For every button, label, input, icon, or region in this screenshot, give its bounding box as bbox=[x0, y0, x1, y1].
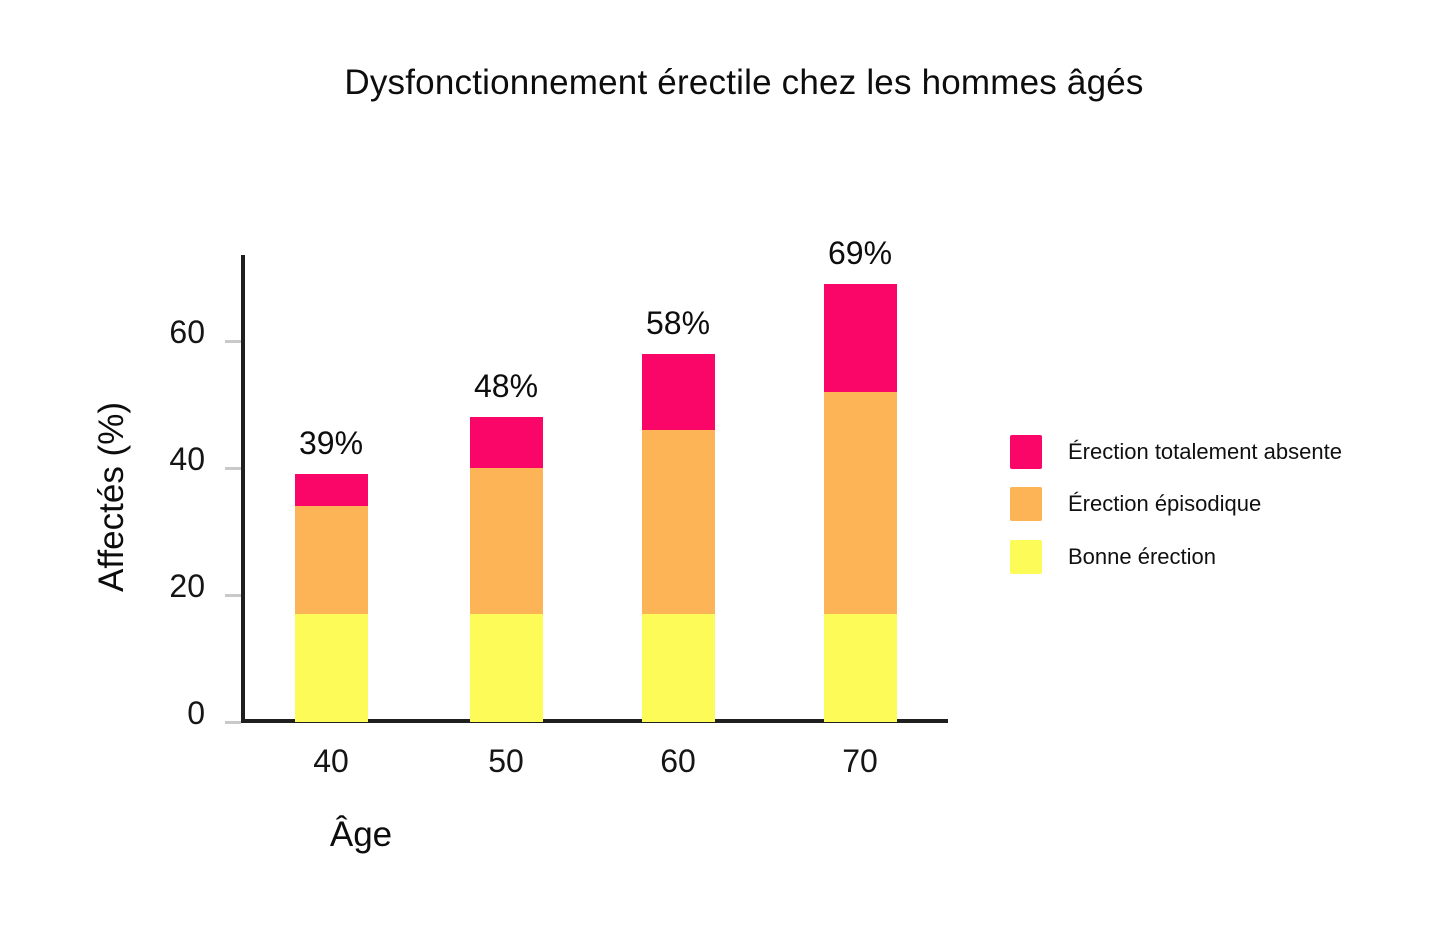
x-tick-label: 60 bbox=[660, 743, 696, 779]
legend-label: Érection épisodique bbox=[1068, 491, 1262, 516]
bar-segment bbox=[823, 391, 897, 615]
bar-segment bbox=[641, 353, 715, 430]
bar-segment bbox=[823, 614, 897, 722]
bar-segment bbox=[469, 614, 543, 722]
bar-segment bbox=[294, 614, 368, 722]
x-tick-label: 50 bbox=[488, 743, 524, 779]
bar-value-label: 48% bbox=[473, 368, 539, 405]
y-tick-mark bbox=[225, 340, 241, 343]
legend-label: Érection totalement absente bbox=[1068, 439, 1342, 464]
legend-swatch bbox=[1010, 435, 1042, 469]
y-tick-label: 0 bbox=[187, 695, 205, 731]
y-tick-mark bbox=[225, 721, 241, 724]
y-tick-label: 20 bbox=[169, 568, 205, 604]
y-axis-line bbox=[241, 255, 245, 723]
legend-item: Érection épisodique bbox=[1010, 487, 1261, 521]
legend-label: Bonne érection bbox=[1068, 544, 1216, 569]
bar-segment bbox=[641, 429, 715, 615]
bar-segment bbox=[469, 468, 543, 615]
bar-value-label: 58% bbox=[645, 304, 711, 341]
chart-title: Dysfonctionnement érectile chez les homm… bbox=[344, 63, 1144, 102]
x-axis-line bbox=[241, 719, 948, 723]
legend-swatch bbox=[1010, 540, 1042, 574]
y-tick-mark bbox=[225, 467, 241, 470]
y-tick-label: 40 bbox=[169, 441, 205, 477]
bar-segment bbox=[294, 506, 368, 615]
x-tick-label: 40 bbox=[313, 743, 349, 779]
y-tick-label: 60 bbox=[169, 314, 205, 350]
bar-value-label: 69% bbox=[827, 234, 893, 271]
bar-segment bbox=[641, 614, 715, 722]
y-axis-title: Affectés (%) bbox=[92, 402, 131, 592]
bar-value-label: 39% bbox=[298, 425, 364, 462]
bar-segment bbox=[294, 474, 368, 507]
x-axis-title: Âge bbox=[329, 815, 393, 854]
y-tick-mark bbox=[225, 594, 241, 597]
legend-swatch bbox=[1010, 487, 1042, 521]
x-tick-label: 70 bbox=[842, 743, 878, 779]
legend-item: Érection totalement absente bbox=[1010, 435, 1342, 469]
bar-segment bbox=[469, 417, 543, 468]
bar-segment bbox=[823, 283, 897, 392]
legend-item: Bonne érection bbox=[1010, 540, 1216, 574]
